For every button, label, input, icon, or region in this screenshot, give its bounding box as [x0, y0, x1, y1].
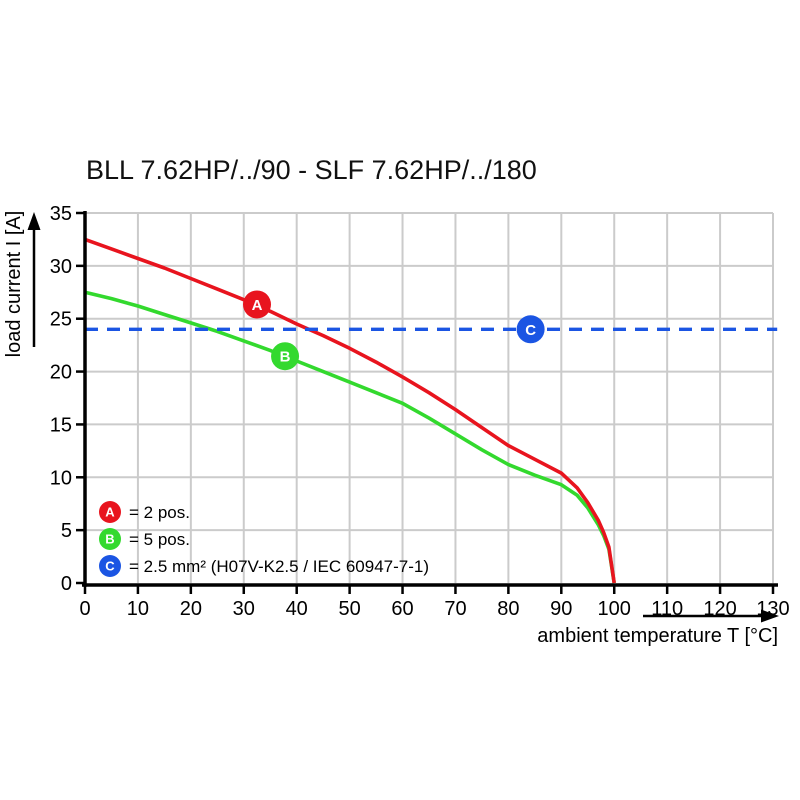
x-tick-label: 10 — [127, 598, 149, 620]
x-axis-arrow-head-icon — [761, 609, 779, 623]
legend: A = 2 pos. B = 5 pos. C = 2.5 mm² (H07V-K2.5 … — [99, 501, 429, 577]
x-tick-label: 120 — [703, 598, 736, 620]
x-tick-label: 80 — [497, 598, 519, 620]
x-tick-label: 0 — [79, 598, 90, 620]
legend-marker-b-icon — [99, 528, 121, 550]
y-tick-label: 10 — [50, 467, 72, 489]
axes: 0 10 20 30 40 50 60 70 80 90 100 110 120 130051015202… — [3, 203, 790, 647]
legend-marker-letter: A — [105, 505, 115, 520]
x-tick-label: 20 — [180, 598, 202, 620]
x-tick-label: 100 — [598, 598, 631, 620]
marker-c-circle-icon — [516, 315, 545, 344]
legend-item-text: = 5 pos. — [129, 530, 190, 549]
y-tick-label: 5 — [61, 520, 72, 542]
curve-a-2pos — [84, 237, 616, 584]
y-tick-label: 30 — [50, 256, 72, 278]
chart-title: BLL 7.62HP/../90 - SLF 7.62HP/../180 — [86, 155, 537, 185]
y-axis-label: load current I [A] — [3, 211, 25, 358]
legend-marker-letter: B — [105, 532, 114, 547]
grid — [85, 212, 774, 583]
marker-c: C — [516, 315, 545, 344]
marker-a: A — [243, 290, 271, 319]
y-tick-label: 25 — [50, 309, 72, 331]
y-tick-label: 15 — [50, 414, 72, 436]
legend-item-b: B = 5 pos. — [99, 528, 190, 550]
marker-letter: B — [280, 349, 291, 366]
marker-letter: C — [525, 322, 536, 339]
legend-marker-letter: C — [105, 559, 115, 574]
legend-item-text: = 2 pos. — [129, 503, 190, 522]
curve-markers: A B C — [243, 290, 545, 371]
x-tick-label: 90 — [550, 598, 572, 620]
x-tick-label: 40 — [286, 598, 308, 620]
x-tick-label: 50 — [338, 598, 360, 620]
marker-b: B — [271, 342, 300, 371]
y-tick-label: 0 — [61, 573, 72, 595]
x-tick-label: 30 — [233, 598, 255, 620]
series-curves — [84, 237, 778, 584]
legend-item-a: A = 2 pos. — [99, 501, 190, 523]
y-tick-label: 20 — [50, 362, 72, 384]
marker-b-circle-icon — [271, 342, 300, 371]
x-tick-label: 110 — [651, 598, 683, 620]
marker-a-circle-icon — [243, 290, 271, 319]
y-tick-label: 35 — [50, 203, 72, 225]
y-axis-arrow-head-icon — [27, 212, 41, 230]
x-tick-label: 70 — [444, 598, 466, 620]
x-tick-label: 60 — [391, 598, 413, 620]
legend-marker-c-icon — [99, 555, 121, 577]
marker-letter: A — [252, 297, 263, 314]
legend-item-text: = 2.5 mm² (H07V-K2.5 / IEC 60947-7-1) — [129, 557, 429, 576]
curve-b-5pos — [84, 290, 616, 584]
legend-item-c: C = 2.5 mm² (H07V-K2.5 / IEC 60947-7-1) — [99, 555, 429, 577]
legend-marker-a-icon — [99, 501, 121, 523]
x-axis-label: ambient temperature T [°C] — [537, 625, 778, 647]
